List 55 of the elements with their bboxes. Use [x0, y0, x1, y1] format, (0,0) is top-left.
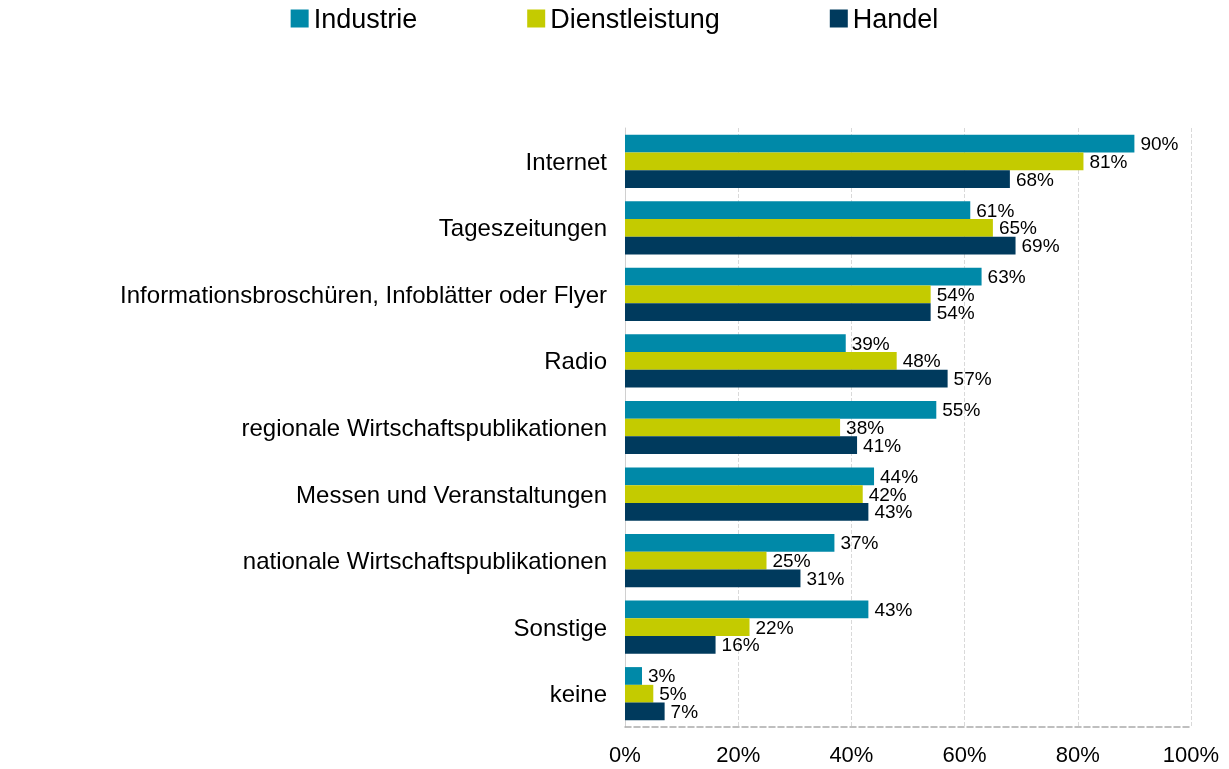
bar [625, 369, 948, 388]
x-tick-label: 40% [829, 741, 874, 767]
legend-label: Handel [852, 3, 939, 34]
data-label: 55% [942, 399, 981, 421]
bar [625, 134, 1135, 153]
y-tick-label: regionale Wirtschaftspublikationen [241, 414, 607, 441]
data-label: 43% [874, 598, 913, 620]
y-tick-label: Informationsbroschüren, Infoblätter oder Flyer [120, 280, 607, 308]
bar [625, 485, 863, 503]
y-tick-label: Messen und Veranstaltungen [296, 480, 607, 508]
bar [625, 467, 875, 486]
data-label: 81% [1089, 150, 1128, 172]
legend-label: Industrie [313, 3, 418, 34]
bar [625, 285, 931, 304]
bar [625, 667, 642, 685]
bar [625, 170, 1010, 188]
bar [625, 267, 982, 286]
bar [625, 418, 841, 437]
data-label: 39% [851, 332, 890, 354]
bar [625, 533, 835, 552]
data-label: 57% [953, 368, 992, 390]
bar [625, 218, 993, 237]
x-tick-label: 100% [1162, 741, 1220, 767]
bar [625, 201, 971, 219]
y-tick-label: keine [549, 680, 607, 708]
bar [625, 551, 767, 570]
bar [625, 352, 897, 370]
bar [625, 152, 1084, 171]
bar [625, 569, 801, 588]
bar [625, 400, 937, 419]
bar [625, 618, 750, 637]
data-label: 63% [987, 266, 1026, 288]
bar [625, 303, 931, 322]
data-label: 37% [840, 532, 879, 554]
x-tick-label: 0% [609, 741, 641, 767]
legend-label: Dienstleistung [550, 3, 720, 34]
bar [625, 684, 654, 703]
bar [625, 502, 869, 521]
y-tick-label: nationale Wirtschaftspublikationen [242, 547, 607, 575]
bar [625, 702, 665, 721]
bar [625, 436, 858, 455]
data-label: 90% [1140, 133, 1179, 155]
bar [625, 600, 869, 619]
x-tick-label: 80% [1055, 741, 1100, 767]
bar [625, 236, 1016, 255]
y-tick-label: Sonstige [513, 613, 607, 641]
y-tick-label: Internet [525, 147, 608, 175]
x-tick-label: 20% [716, 741, 761, 767]
bar [625, 334, 846, 353]
bar [625, 636, 716, 654]
y-tick-label: Tageszeitungen [438, 214, 607, 242]
x-tick-label: 60% [942, 741, 987, 767]
y-tick-label: Radio [544, 347, 607, 375]
data-label: 48% [902, 350, 941, 372]
data-label: 68% [1015, 168, 1055, 190]
